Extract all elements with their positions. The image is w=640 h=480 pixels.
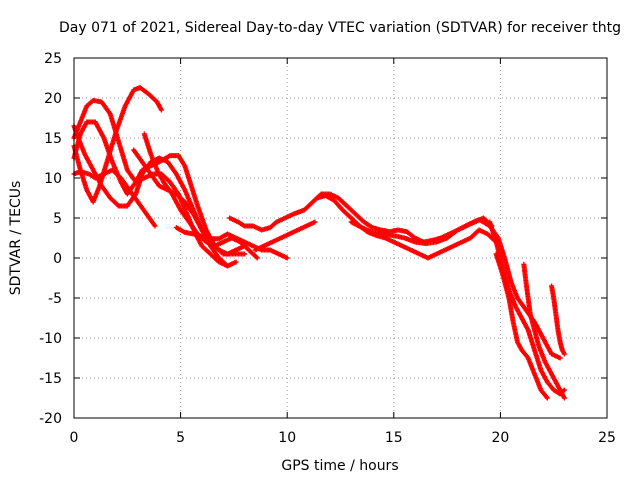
- series-track-12: [348, 217, 563, 361]
- y-tick-label: 0: [53, 251, 62, 267]
- data-marks: [71, 85, 567, 401]
- data-point: [561, 351, 567, 357]
- data-point: [544, 395, 550, 401]
- data-point: [284, 255, 290, 261]
- data-point: [233, 259, 239, 265]
- series-track-7: [131, 147, 248, 257]
- series-track-16: [549, 283, 567, 357]
- x-tick-label: 25: [598, 430, 616, 446]
- y-tick-label: -20: [39, 411, 62, 427]
- x-tick-label: 15: [385, 430, 403, 446]
- data-point: [312, 219, 318, 225]
- x-tick-label: 5: [176, 430, 185, 446]
- data-point: [561, 387, 567, 393]
- data-point: [254, 255, 260, 261]
- chart-title: Day 071 of 2021, Sidereal Day-to-day VTE…: [59, 20, 621, 36]
- y-tick-label: 15: [44, 131, 62, 147]
- data-point: [158, 107, 164, 113]
- x-axis-label: GPS time / hours: [281, 458, 398, 474]
- y-tick-label: -15: [39, 371, 62, 387]
- data-point: [152, 223, 158, 229]
- series-track-15: [521, 261, 567, 401]
- data-point: [242, 251, 248, 257]
- x-tick-label: 10: [278, 430, 296, 446]
- y-tick-label: -5: [48, 291, 62, 307]
- grid-lines: [74, 58, 607, 418]
- x-tick-label: 20: [491, 430, 509, 446]
- y-tick-label: -10: [39, 331, 62, 347]
- x-tick-label: 0: [70, 430, 79, 446]
- y-tick-label: 5: [53, 211, 62, 227]
- series-track-10: [252, 219, 318, 253]
- y-tick-label: 10: [44, 171, 62, 187]
- series-track-14: [493, 251, 550, 401]
- data-point: [557, 355, 563, 361]
- y-tick-label: 20: [44, 91, 62, 107]
- plot-border: [73, 57, 608, 419]
- y-axis-label: SDTVAR / TECUs: [8, 181, 24, 296]
- y-tick-label: 25: [44, 51, 62, 67]
- axis-ticks: 0 5 10 15 20 25 -20 -15 -10 -5 0 5 10 15 20 25: [39, 51, 616, 446]
- series-track-8: [173, 225, 290, 261]
- data-point: [561, 395, 567, 401]
